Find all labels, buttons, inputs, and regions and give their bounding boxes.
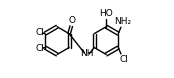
Text: O: O (68, 16, 75, 25)
Text: NH: NH (80, 49, 93, 58)
Text: Cl: Cl (36, 28, 45, 37)
Text: Cl: Cl (120, 55, 129, 64)
Text: Cl: Cl (36, 44, 45, 53)
Text: NH₂: NH₂ (114, 17, 131, 26)
Text: HO: HO (99, 9, 113, 18)
